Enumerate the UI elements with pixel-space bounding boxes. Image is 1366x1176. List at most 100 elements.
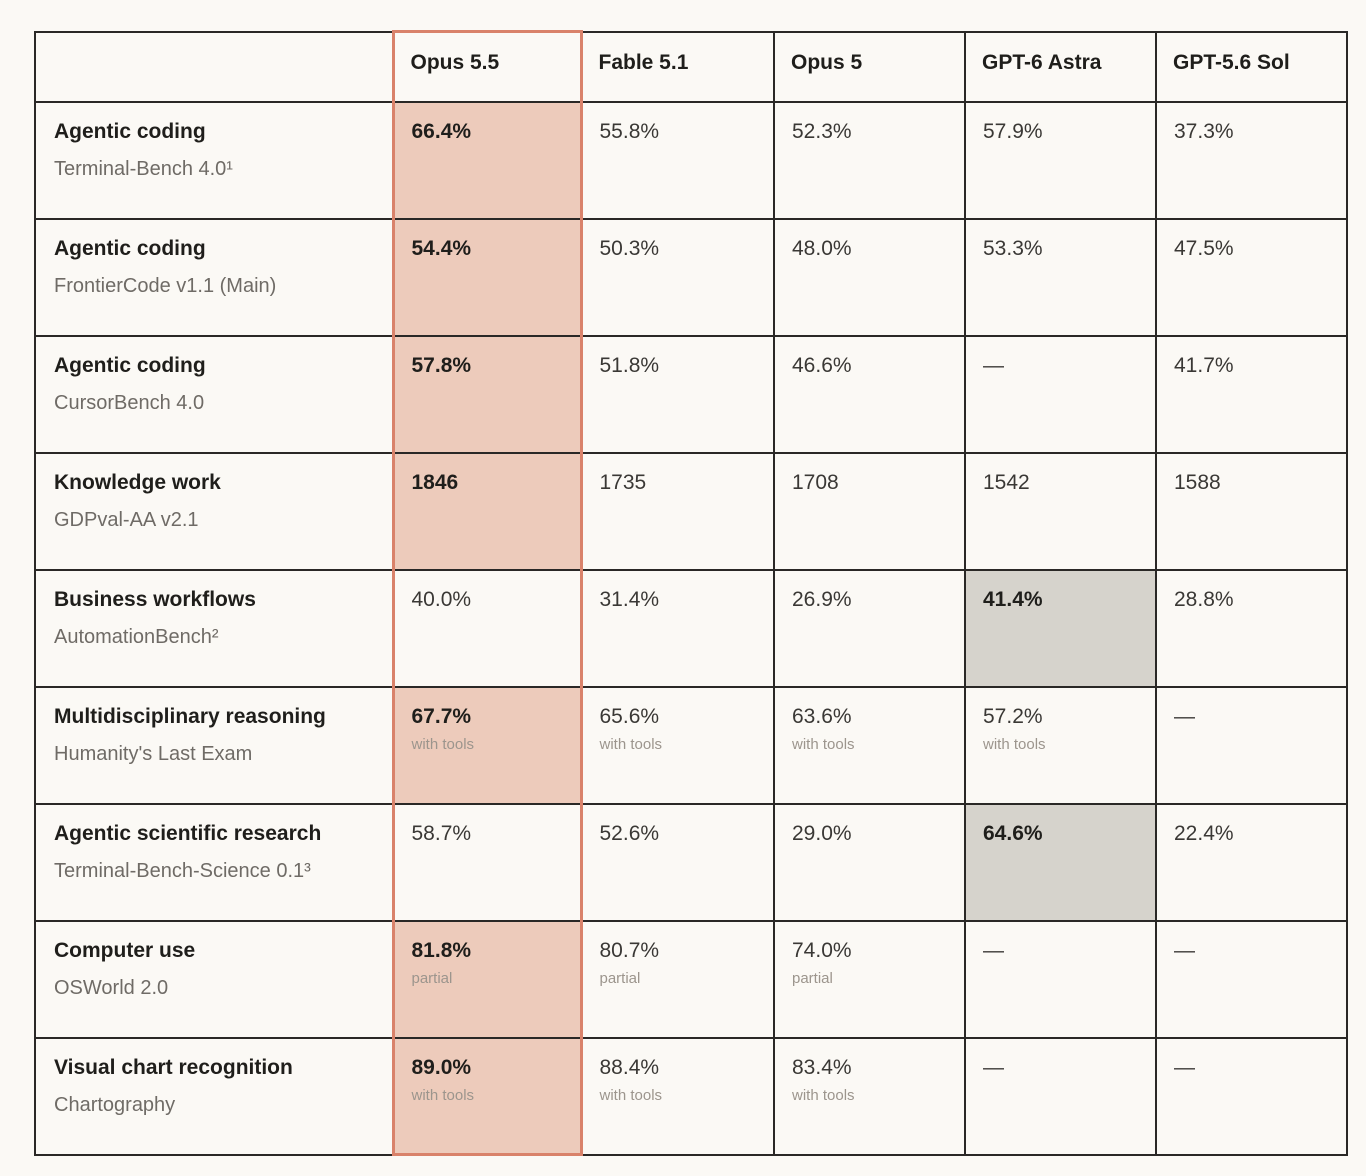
- score-cell: 22.4%: [1155, 802, 1348, 922]
- score-value: 64.6%: [983, 821, 1043, 845]
- score-cell: 1735: [580, 451, 775, 571]
- score-cell: 80.7% partial: [580, 919, 775, 1039]
- score-cell: —: [964, 919, 1157, 1039]
- row-header: Visual chart recognition Chartography: [34, 1036, 394, 1156]
- column-header-model: Fable 5.1: [580, 30, 775, 103]
- score-cell: 29.0%: [773, 802, 966, 922]
- score-cell: 54.4%: [391, 217, 583, 337]
- column-header-empty: [34, 30, 394, 103]
- benchmark-table-container: Opus 5.5 Fable 5.1 Opus 5 GPT-6 Astra GPT-5.…: [34, 30, 1348, 1156]
- row-category: Computer use: [54, 938, 196, 962]
- score-cell: —: [964, 334, 1157, 454]
- score-value: 55.8%: [599, 119, 660, 143]
- score-value: 29.0%: [792, 821, 852, 845]
- row-header: Agentic coding Terminal-Bench 4.0¹: [34, 100, 394, 220]
- score-cell: 51.8%: [580, 334, 775, 454]
- table-row: Agentic coding Terminal-Bench 4.0¹ 66.4% 55…: [34, 100, 1348, 220]
- row-benchmark: Humanity's Last Exam: [54, 742, 253, 765]
- score-value: 83.4%: [792, 1055, 852, 1079]
- column-header-model: Opus 5.5: [391, 30, 583, 103]
- score-note: partial: [599, 969, 641, 987]
- row-header: Agentic coding FrontierCode v1.1 (Main): [34, 217, 394, 337]
- score-value: 48.0%: [792, 236, 852, 260]
- row-header: Knowledge work GDPval-AA v2.1: [34, 451, 394, 571]
- score-cell: 31.4%: [580, 568, 775, 688]
- score-value: 52.6%: [599, 821, 660, 845]
- score-value: 53.3%: [983, 236, 1043, 260]
- row-category: Agentic coding: [54, 353, 206, 377]
- score-cell: 55.8%: [580, 100, 775, 220]
- table-row: Multidisciplinary reasoning Humanity's La…: [34, 685, 1348, 805]
- row-benchmark: OSWorld 2.0: [54, 976, 169, 999]
- score-value: —: [983, 353, 1004, 377]
- score-note: with tools: [792, 1086, 855, 1104]
- score-cell: —: [964, 1036, 1157, 1156]
- score-cell: 57.2% with tools: [964, 685, 1157, 805]
- score-cell: 47.5%: [1155, 217, 1348, 337]
- score-note: with tools: [599, 1086, 663, 1104]
- score-value: 57.8%: [411, 353, 472, 377]
- score-note: with tools: [599, 735, 663, 753]
- score-cell: 50.3%: [580, 217, 775, 337]
- score-cell: 40.0%: [391, 568, 583, 688]
- row-benchmark: Terminal-Bench-Science 0.1³: [54, 859, 311, 882]
- row-header: Business workflows AutomationBench²: [34, 568, 394, 688]
- score-cell: 52.3%: [773, 100, 966, 220]
- score-cell: 46.6%: [773, 334, 966, 454]
- score-cell: 1588: [1155, 451, 1348, 571]
- score-value: 58.7%: [411, 821, 472, 845]
- table-row: Knowledge work GDPval-AA v2.1 1846 1735 1708…: [34, 451, 1348, 571]
- score-value: 1588: [1174, 470, 1221, 494]
- score-value: 65.6%: [599, 704, 660, 728]
- row-header: Computer use OSWorld 2.0: [34, 919, 394, 1039]
- row-header: Agentic scientific research Terminal-Benc…: [34, 802, 394, 922]
- score-value: 1708: [792, 470, 839, 494]
- score-cell: 1846: [391, 451, 583, 571]
- table-row: Computer use OSWorld 2.0 81.8% partial 80.7%…: [34, 919, 1348, 1039]
- score-cell: 64.6%: [964, 802, 1157, 922]
- row-category: Agentic coding: [54, 236, 206, 260]
- score-value: 26.9%: [792, 587, 852, 611]
- score-value: 54.4%: [411, 236, 472, 260]
- score-value: 88.4%: [599, 1055, 660, 1079]
- score-cell: 89.0% with tools: [391, 1036, 583, 1156]
- score-cell: 65.6% with tools: [580, 685, 775, 805]
- score-value: 22.4%: [1174, 821, 1234, 845]
- score-value: 1542: [983, 470, 1030, 494]
- score-cell: 1542: [964, 451, 1157, 571]
- score-value: 74.0%: [792, 938, 852, 962]
- score-cell: —: [1155, 919, 1348, 1039]
- score-cell: 37.3%: [1155, 100, 1348, 220]
- score-value: 37.3%: [1174, 119, 1234, 143]
- score-cell: 48.0%: [773, 217, 966, 337]
- score-cell: 1708: [773, 451, 966, 571]
- score-value: 63.6%: [792, 704, 852, 728]
- score-note: with tools: [983, 735, 1046, 753]
- score-cell: 83.4% with tools: [773, 1036, 966, 1156]
- score-cell: 88.4% with tools: [580, 1036, 775, 1156]
- score-note: partial: [792, 969, 833, 987]
- row-category: Agentic coding: [54, 119, 206, 143]
- score-cell: 57.9%: [964, 100, 1157, 220]
- score-cell: 41.7%: [1155, 334, 1348, 454]
- score-value: 31.4%: [599, 587, 660, 611]
- score-cell: —: [1155, 685, 1348, 805]
- table-row: Agentic coding FrontierCode v1.1 (Main) 54…: [34, 217, 1348, 337]
- score-value: 67.7%: [411, 704, 472, 728]
- score-cell: —: [1155, 1036, 1348, 1156]
- score-value: —: [1174, 704, 1195, 728]
- row-category: Agentic scientific research: [54, 821, 322, 845]
- score-cell: 74.0% partial: [773, 919, 966, 1039]
- score-value: 89.0%: [411, 1055, 472, 1079]
- benchmark-table: Opus 5.5 Fable 5.1 Opus 5 GPT-6 Astra GPT-5.…: [34, 30, 1348, 1156]
- row-benchmark: AutomationBench²: [54, 625, 219, 648]
- row-header: Agentic coding CursorBench 4.0: [34, 334, 394, 454]
- score-cell: 66.4%: [391, 100, 583, 220]
- score-cell: 28.8%: [1155, 568, 1348, 688]
- score-value: 66.4%: [411, 119, 472, 143]
- row-benchmark: Terminal-Bench 4.0¹: [54, 157, 233, 180]
- table-row: Agentic scientific research Terminal-Benc…: [34, 802, 1348, 922]
- row-category: Visual chart recognition: [54, 1055, 293, 1079]
- score-cell: 81.8% partial: [391, 919, 583, 1039]
- score-note: with tools: [411, 735, 475, 753]
